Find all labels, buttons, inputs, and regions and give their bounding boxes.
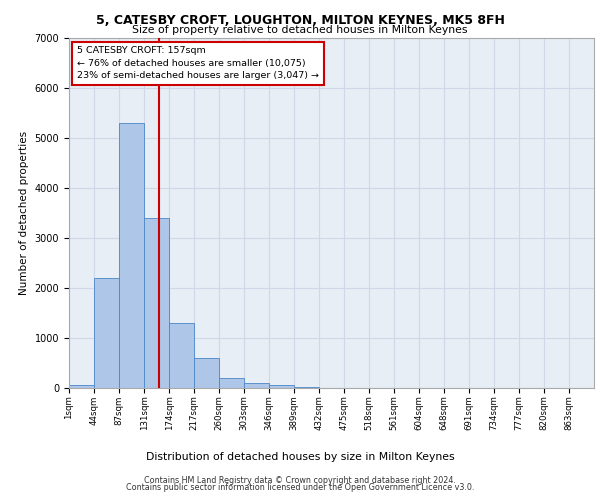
Y-axis label: Number of detached properties: Number of detached properties [19, 130, 29, 294]
Bar [119, 122, 144, 388]
Bar [94, 278, 119, 388]
Bar [194, 358, 219, 388]
Bar [145, 218, 169, 388]
Bar [269, 385, 294, 388]
Bar [219, 378, 244, 388]
Text: Contains public sector information licensed under the Open Government Licence v3: Contains public sector information licen… [126, 484, 474, 492]
Text: Size of property relative to detached houses in Milton Keynes: Size of property relative to detached ho… [132, 25, 468, 35]
Text: Contains HM Land Registry data © Crown copyright and database right 2024.: Contains HM Land Registry data © Crown c… [144, 476, 456, 485]
Text: 5 CATESBY CROFT: 157sqm
← 76% of detached houses are smaller (10,075)
23% of sem: 5 CATESBY CROFT: 157sqm ← 76% of detache… [77, 46, 319, 80]
Text: Distribution of detached houses by size in Milton Keynes: Distribution of detached houses by size … [146, 452, 454, 462]
Bar [69, 384, 94, 388]
Bar [169, 322, 194, 388]
Text: 5, CATESBY CROFT, LOUGHTON, MILTON KEYNES, MK5 8FH: 5, CATESBY CROFT, LOUGHTON, MILTON KEYNE… [95, 14, 505, 27]
Bar [244, 382, 269, 388]
Bar [294, 387, 319, 388]
